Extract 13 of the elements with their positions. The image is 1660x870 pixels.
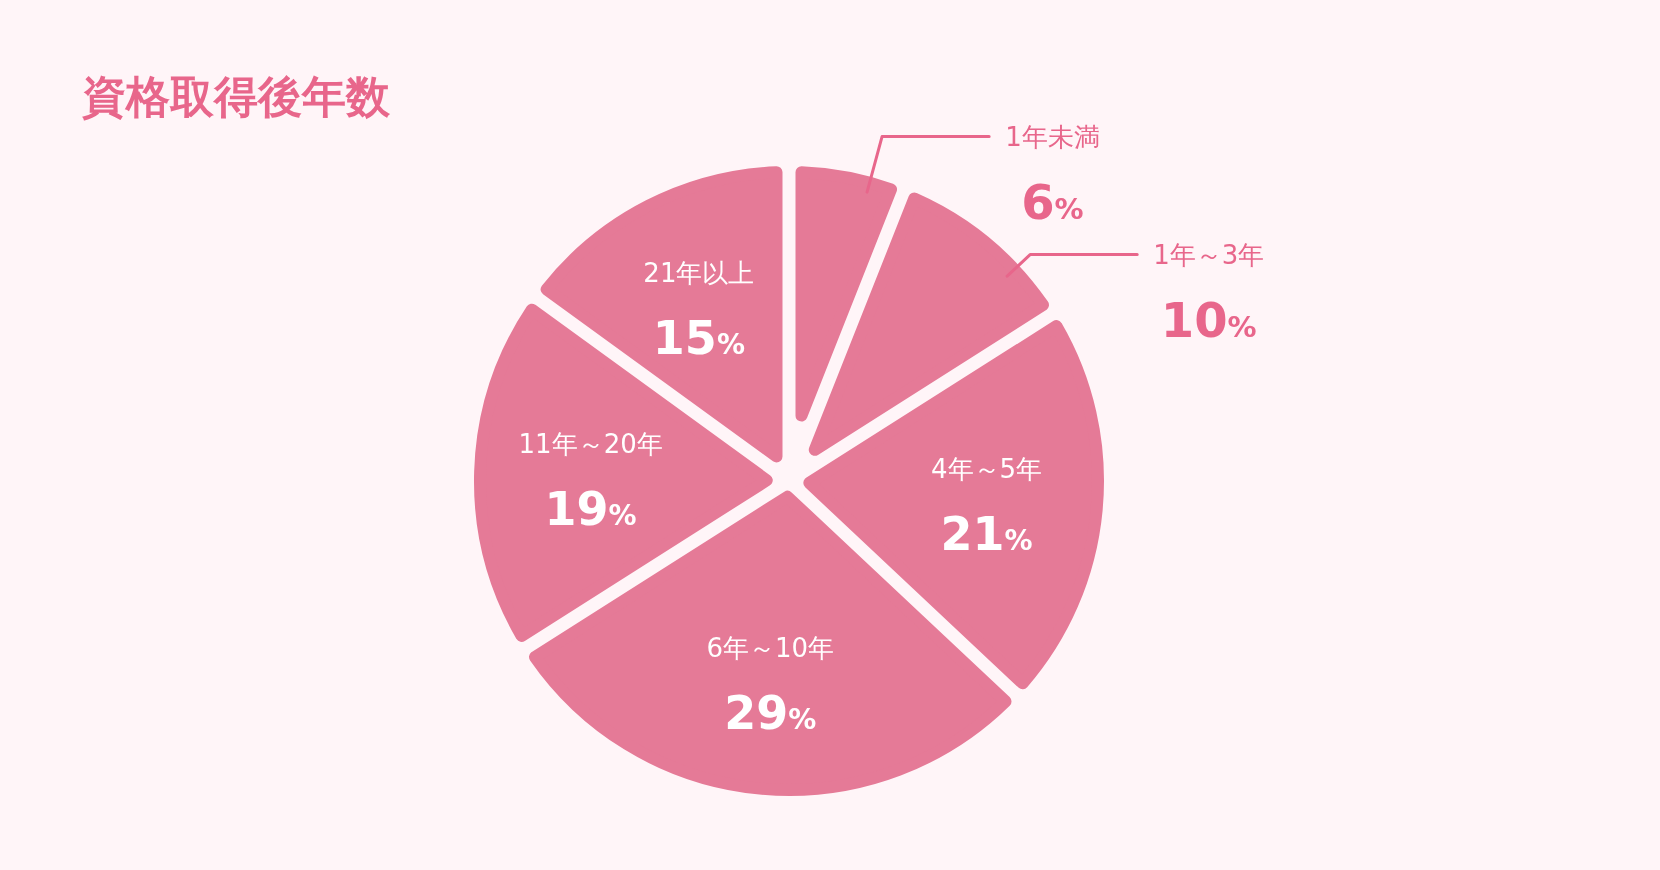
data-label: 19% <box>544 481 637 536</box>
data-label: 29% <box>724 685 817 740</box>
slice-label: 1年～3年 <box>1153 239 1265 270</box>
slice-label: 4年～5年 <box>931 453 1043 484</box>
slice-label: 6年～10年 <box>706 632 835 663</box>
data-label: 10% <box>1160 291 1257 348</box>
data-label: 21% <box>940 506 1033 561</box>
slice-label: 1年未満 <box>1005 121 1100 152</box>
slice-label: 11年～20年 <box>518 428 663 459</box>
data-label: 6% <box>1021 173 1084 230</box>
chart-title: 資格取得後年数 <box>82 71 391 122</box>
data-label: 15% <box>652 311 745 366</box>
slice-label: 21年以上 <box>643 258 755 289</box>
